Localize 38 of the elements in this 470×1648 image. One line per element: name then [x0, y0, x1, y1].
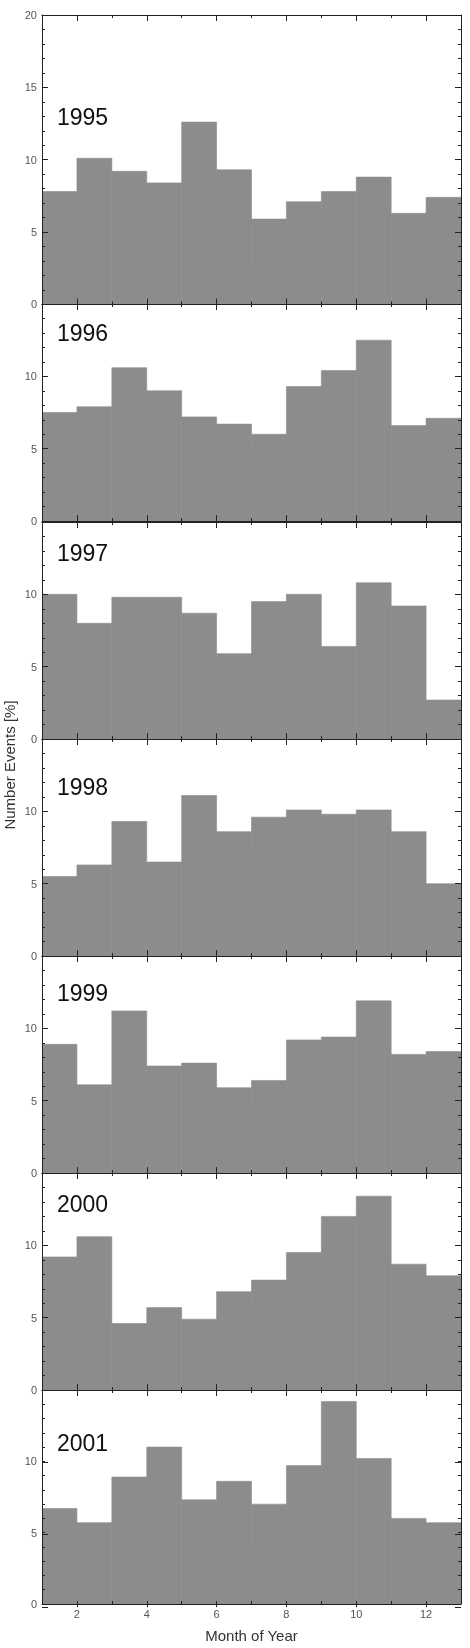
y-tick-label: 5: [30, 226, 37, 239]
y-tick-label: 0: [30, 732, 37, 745]
y-tick-label: 5: [30, 660, 37, 673]
y-tick-label: 0: [30, 949, 37, 962]
y-tick-label: 15: [24, 81, 37, 94]
y-tick-label: 10: [24, 1455, 37, 1468]
x-tick-label: 2: [73, 1607, 80, 1620]
x-tick-label: 10: [350, 1607, 363, 1620]
x-tick-label: 4: [143, 1607, 150, 1620]
x-axis-title: Month of Year: [205, 1626, 298, 1644]
y-tick-label: 10: [24, 1239, 37, 1252]
x-tick-label: 12: [419, 1607, 433, 1620]
y-tick-label: 5: [30, 1094, 37, 1107]
text: 1995: [57, 104, 109, 130]
y-axis-title: Number Events [%]: [0, 700, 18, 830]
y-tick-label: 5: [30, 1311, 37, 1324]
y-tick-label: 0: [30, 1383, 37, 1396]
y-tick-label: 20: [24, 9, 37, 21]
y-tick-label: 5: [30, 1526, 37, 1539]
text: 1996: [57, 320, 109, 347]
y-tick-label: 0: [30, 298, 37, 311]
text: 2000: [57, 1190, 109, 1217]
y-tick-label: 5: [30, 877, 37, 890]
text: 1998: [57, 773, 109, 800]
y-tick-label: 0: [30, 1166, 37, 1179]
y-tick-label: 10: [24, 1022, 37, 1035]
y-tick-label: 0: [30, 1597, 37, 1610]
y-tick-label: 5: [30, 443, 37, 456]
text: 2001: [57, 1429, 109, 1456]
y-tick-label: 10: [24, 804, 37, 817]
x-tick-label: 6: [213, 1607, 220, 1620]
y-tick-label: 10: [24, 370, 37, 383]
y-tick-label: 10: [24, 153, 37, 166]
y-tick-label: 0: [30, 515, 37, 528]
y-tick-label: 10: [24, 587, 37, 600]
text: 1999: [57, 979, 109, 1006]
x-tick-label: 8: [283, 1607, 290, 1620]
text: 1997: [57, 539, 109, 566]
